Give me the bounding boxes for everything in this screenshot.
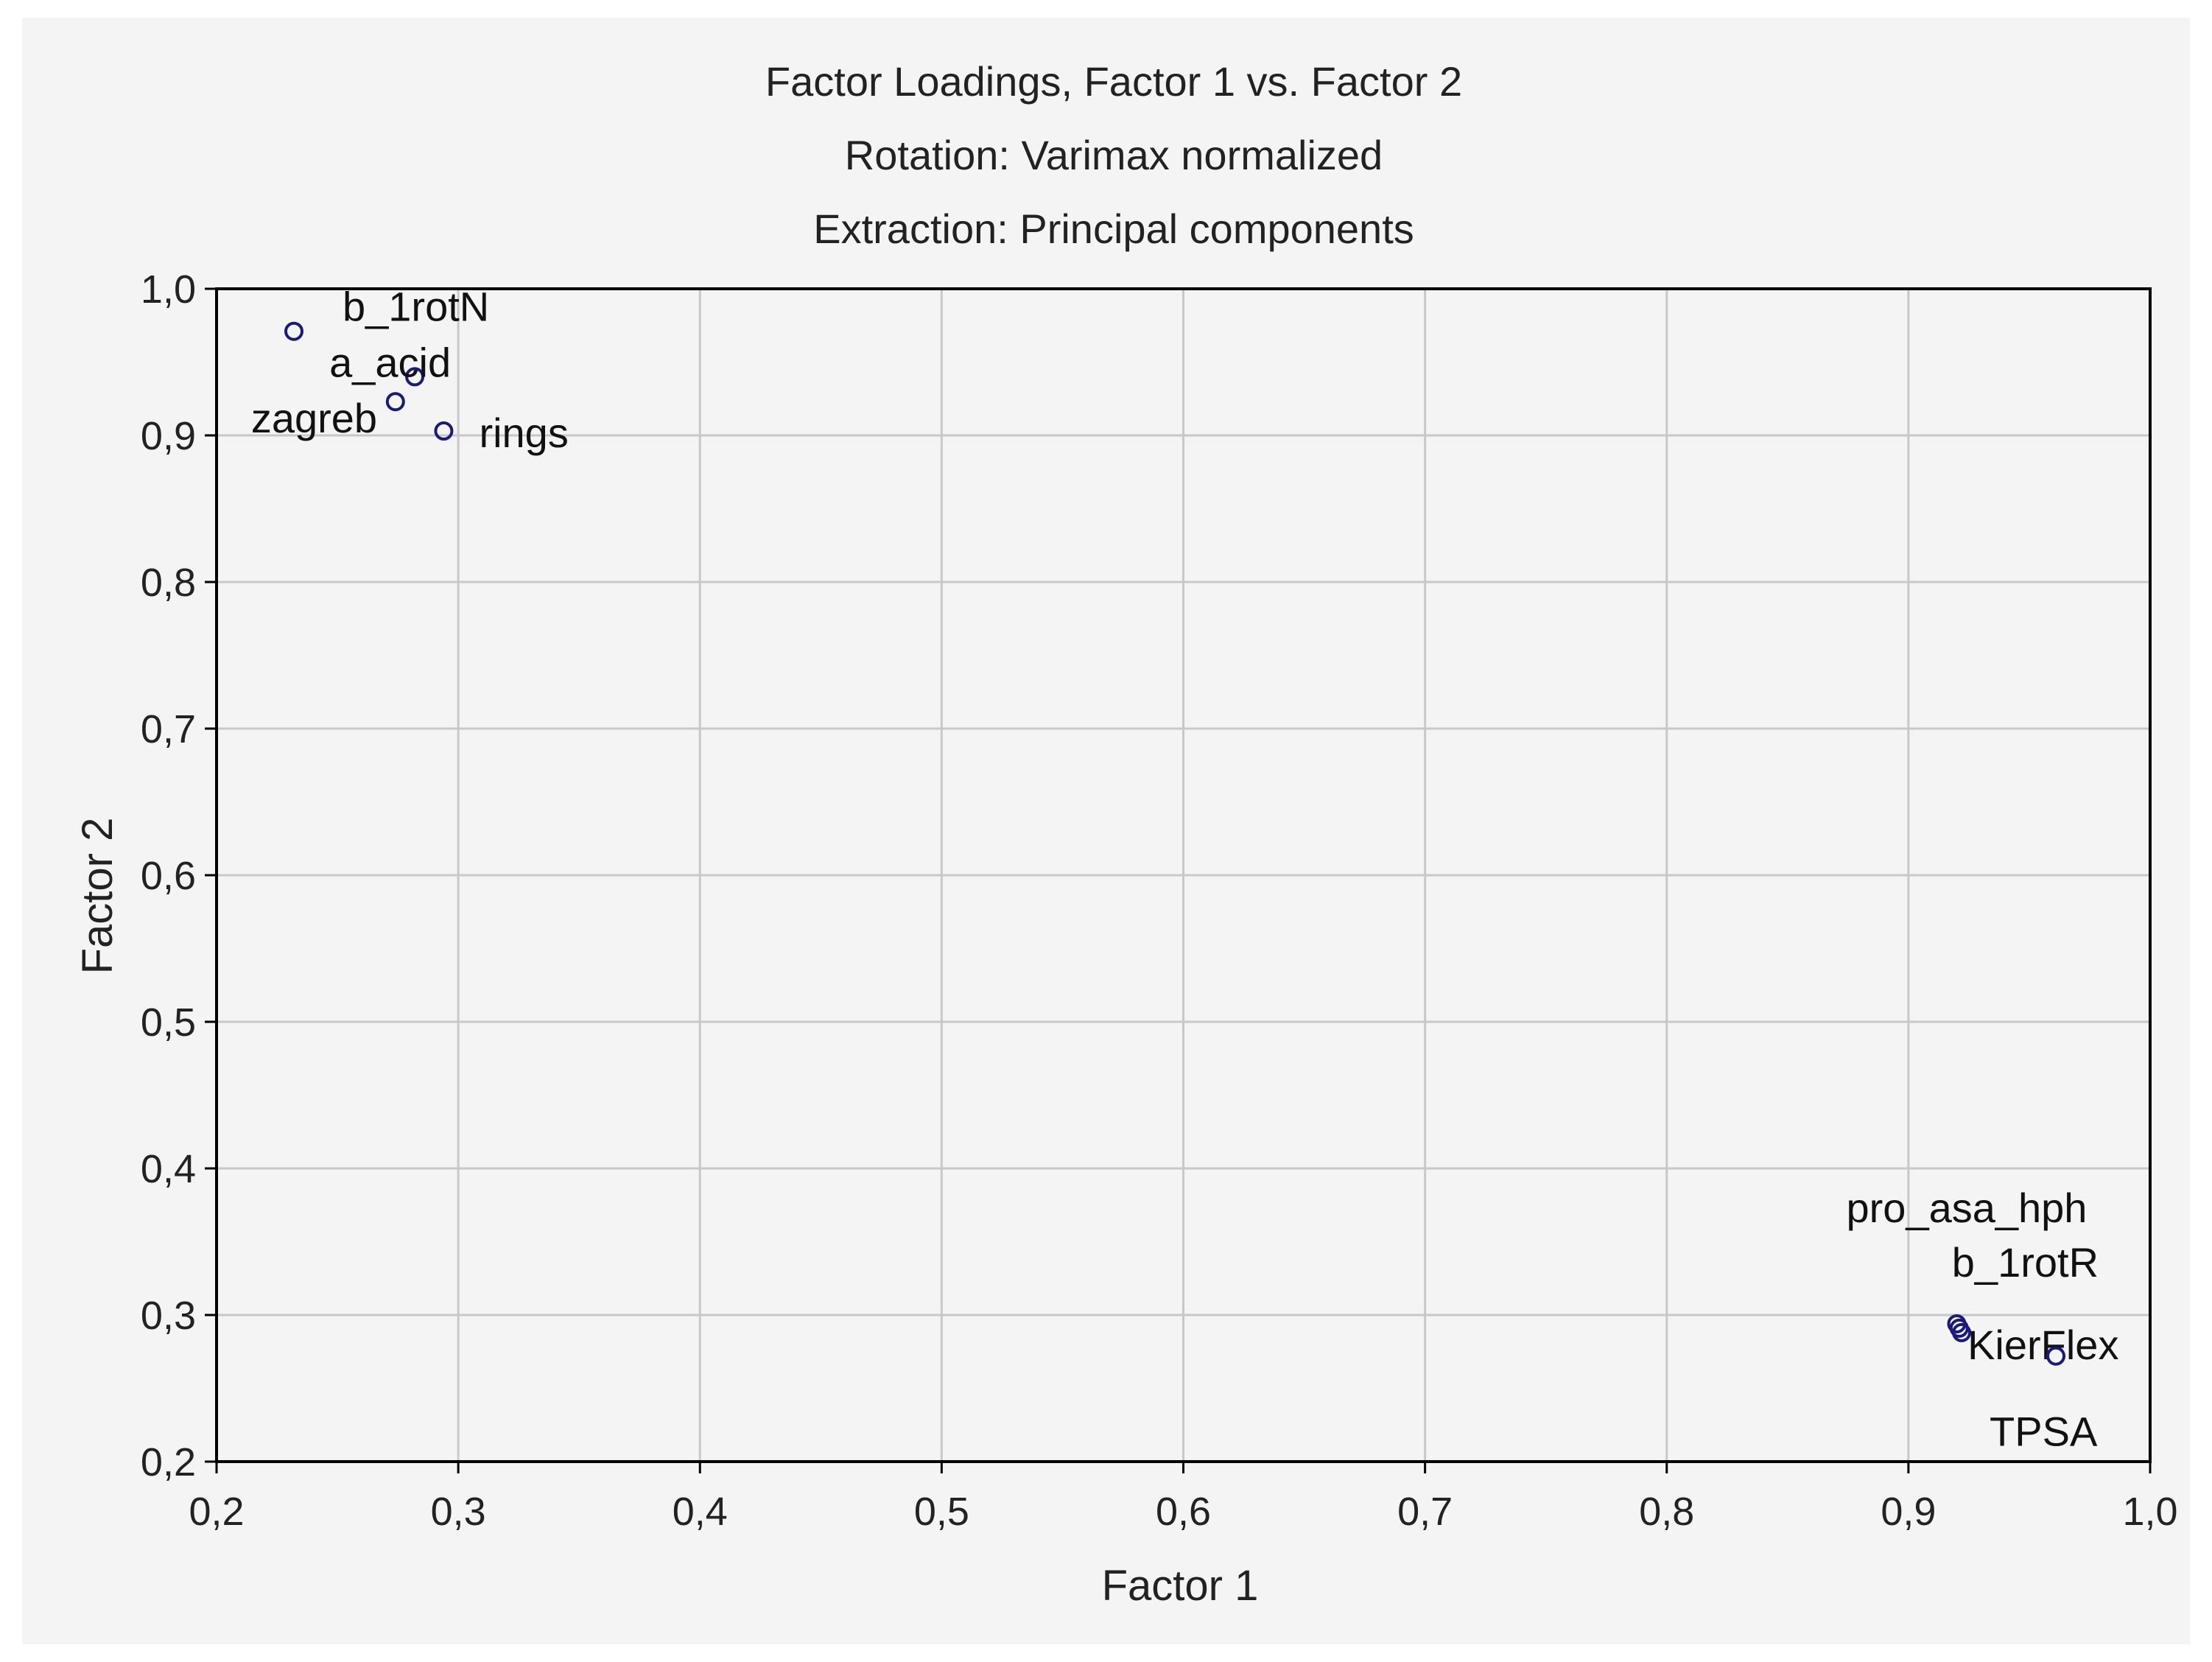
point-label: b_1rotR <box>1952 1239 2099 1286</box>
y-tick-label: 0,3 <box>141 1294 196 1338</box>
data-point <box>405 367 425 387</box>
x-tick-label: 0,4 <box>673 1490 728 1534</box>
x-tick-label: 0,2 <box>189 1490 244 1534</box>
data-point <box>284 321 303 341</box>
x-tick-label: 0,3 <box>431 1490 486 1534</box>
y-tick-label: 0,2 <box>141 1440 196 1484</box>
x-tick-label: 0,7 <box>1397 1490 1453 1534</box>
x-tick-label: 0,9 <box>1881 1490 1936 1534</box>
point-label: rings <box>479 410 568 456</box>
data-point <box>385 392 405 412</box>
chart-title: Factor Loadings, Factor 1 vs. Factor 2 <box>765 58 1462 105</box>
y-tick-label: 1,0 <box>141 267 196 312</box>
point-label: pro_asa_hph <box>1847 1185 2088 1231</box>
point-label: b_1rotN <box>343 284 489 330</box>
data-point <box>434 421 454 441</box>
chart-subtitle-extraction: Extraction: Principal components <box>813 206 1414 252</box>
chart-subtitle-rotation: Rotation: Varimax normalized <box>845 132 1383 178</box>
y-tick-label: 0,6 <box>141 854 196 898</box>
point-label: TPSA <box>1990 1409 2098 1455</box>
x-tick-label: 0,8 <box>1639 1490 1694 1534</box>
scatter-chart: Factor Loadings, Factor 1 vs. Factor 2 R… <box>74 58 2178 1610</box>
y-tick-labels: 0,2 0,3 0,4 0,5 0,6 0,7 0,8 0,9 1,0 <box>141 267 217 1484</box>
data-point <box>1952 1322 1972 1342</box>
point-label: a_acid <box>329 339 451 385</box>
y-tick-label: 0,7 <box>141 707 196 751</box>
x-tick-label: 0,6 <box>1156 1490 1211 1534</box>
y-axis-label: Factor 2 <box>74 818 122 975</box>
y-tick-label: 0,8 <box>141 561 196 605</box>
y-tick-label: 0,4 <box>141 1147 196 1191</box>
x-tick-label: 0,5 <box>914 1490 969 1534</box>
x-axis-label: Factor 1 <box>1102 1562 1259 1610</box>
x-tick-labels: 0,2 0,3 0,4 0,5 0,6 0,7 0,8 0,9 1,0 <box>189 1462 2178 1534</box>
data-point <box>2046 1346 2066 1366</box>
point-label: zagreb <box>251 395 377 441</box>
y-tick-label: 0,5 <box>141 1000 196 1045</box>
grid-lines <box>215 287 2152 1463</box>
x-tick-label: 1,0 <box>2122 1490 2177 1534</box>
y-tick-label: 0,9 <box>141 414 196 458</box>
chart-panel: Factor Loadings, Factor 1 vs. Factor 2 R… <box>22 18 2190 1644</box>
point-label: KierFlex <box>1967 1322 2118 1368</box>
